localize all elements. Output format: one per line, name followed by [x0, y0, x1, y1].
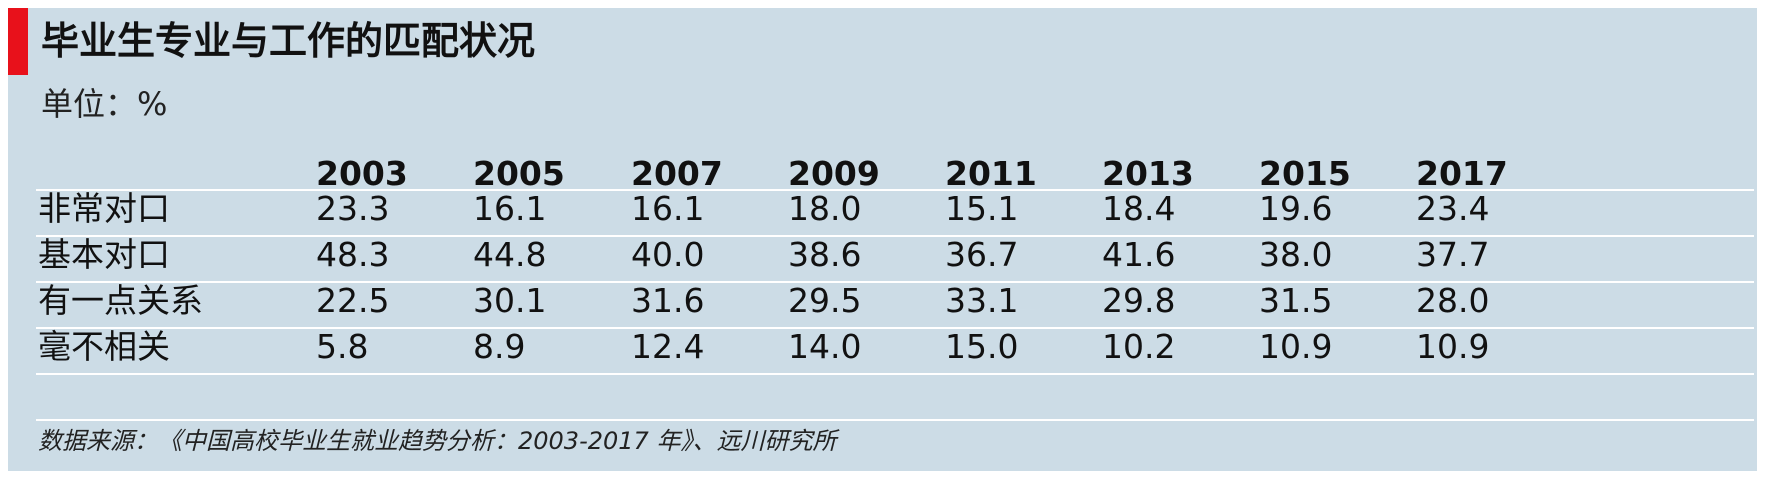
table-cell-r3-2009: 14.0 — [788, 327, 862, 366]
column-header-2003: 2003 — [316, 154, 408, 193]
chart-panel — [8, 8, 1757, 471]
table-rule-5 — [36, 419, 1754, 421]
table-cell-r0-2015: 19.6 — [1259, 189, 1333, 228]
table-cell-r0-2009: 18.0 — [788, 189, 862, 228]
table-cell-r2-2009: 29.5 — [788, 281, 862, 320]
table-cell-r0-2003: 23.3 — [316, 189, 390, 228]
column-header-2011: 2011 — [945, 154, 1037, 193]
column-header-2013: 2013 — [1102, 154, 1194, 193]
title-accent-bar — [8, 8, 28, 75]
table-cell-r1-2017: 37.7 — [1416, 235, 1490, 274]
table-cell-r3-2003: 5.8 — [316, 327, 369, 366]
table-cell-r2-2005: 30.1 — [473, 281, 547, 320]
table-cell-r3-2011: 15.0 — [945, 327, 1019, 366]
table-cell-r3-2015: 10.9 — [1259, 327, 1333, 366]
table-cell-r1-2007: 40.0 — [631, 235, 705, 274]
source-note: 数据来源：《中国高校毕业生就业趋势分析：2003-2017 年》、远川研究所 — [38, 427, 837, 455]
row-label-1: 基本对口 — [38, 235, 170, 274]
table-cell-r2-2013: 29.8 — [1102, 281, 1176, 320]
table-cell-r1-2003: 48.3 — [316, 235, 390, 274]
table-cell-r2-2007: 31.6 — [631, 281, 705, 320]
table-cell-r0-2017: 23.4 — [1416, 189, 1490, 228]
table-cell-r2-2017: 28.0 — [1416, 281, 1490, 320]
table-cell-r0-2007: 16.1 — [631, 189, 705, 228]
table-cell-r1-2015: 38.0 — [1259, 235, 1333, 274]
column-header-2005: 2005 — [473, 154, 565, 193]
row-label-0: 非常对口 — [38, 189, 170, 228]
row-label-3: 毫不相关 — [38, 327, 170, 366]
column-header-2017: 2017 — [1416, 154, 1508, 193]
table-cell-r0-2013: 18.4 — [1102, 189, 1176, 228]
table-rule-2 — [36, 281, 1754, 283]
column-header-2015: 2015 — [1259, 154, 1351, 193]
table-cell-r2-2003: 22.5 — [316, 281, 390, 320]
table-cell-r2-2015: 31.5 — [1259, 281, 1333, 320]
column-header-2007: 2007 — [631, 154, 723, 193]
table-cell-r3-2013: 10.2 — [1102, 327, 1176, 366]
table-cell-r3-2005: 8.9 — [473, 327, 526, 366]
table-cell-r1-2013: 41.6 — [1102, 235, 1176, 274]
table-cell-r1-2011: 36.7 — [945, 235, 1019, 274]
table-cell-r3-2007: 12.4 — [631, 327, 705, 366]
unit-label: 单位：% — [41, 85, 168, 123]
table-cell-r1-2005: 44.8 — [473, 235, 547, 274]
table-cell-r1-2009: 38.6 — [788, 235, 862, 274]
table-cell-r3-2017: 10.9 — [1416, 327, 1490, 366]
row-label-2: 有一点关系 — [38, 281, 203, 320]
table-cell-r2-2011: 33.1 — [945, 281, 1019, 320]
table-rule-0 — [36, 189, 1754, 191]
table-cell-r0-2011: 15.1 — [945, 189, 1019, 228]
column-header-2009: 2009 — [788, 154, 880, 193]
table-rule-4 — [36, 373, 1754, 375]
table-rule-1 — [36, 235, 1754, 237]
chart-title: 毕业生专业与工作的匹配状况 — [41, 19, 536, 63]
table-rule-3 — [36, 327, 1754, 329]
table-cell-r0-2005: 16.1 — [473, 189, 547, 228]
